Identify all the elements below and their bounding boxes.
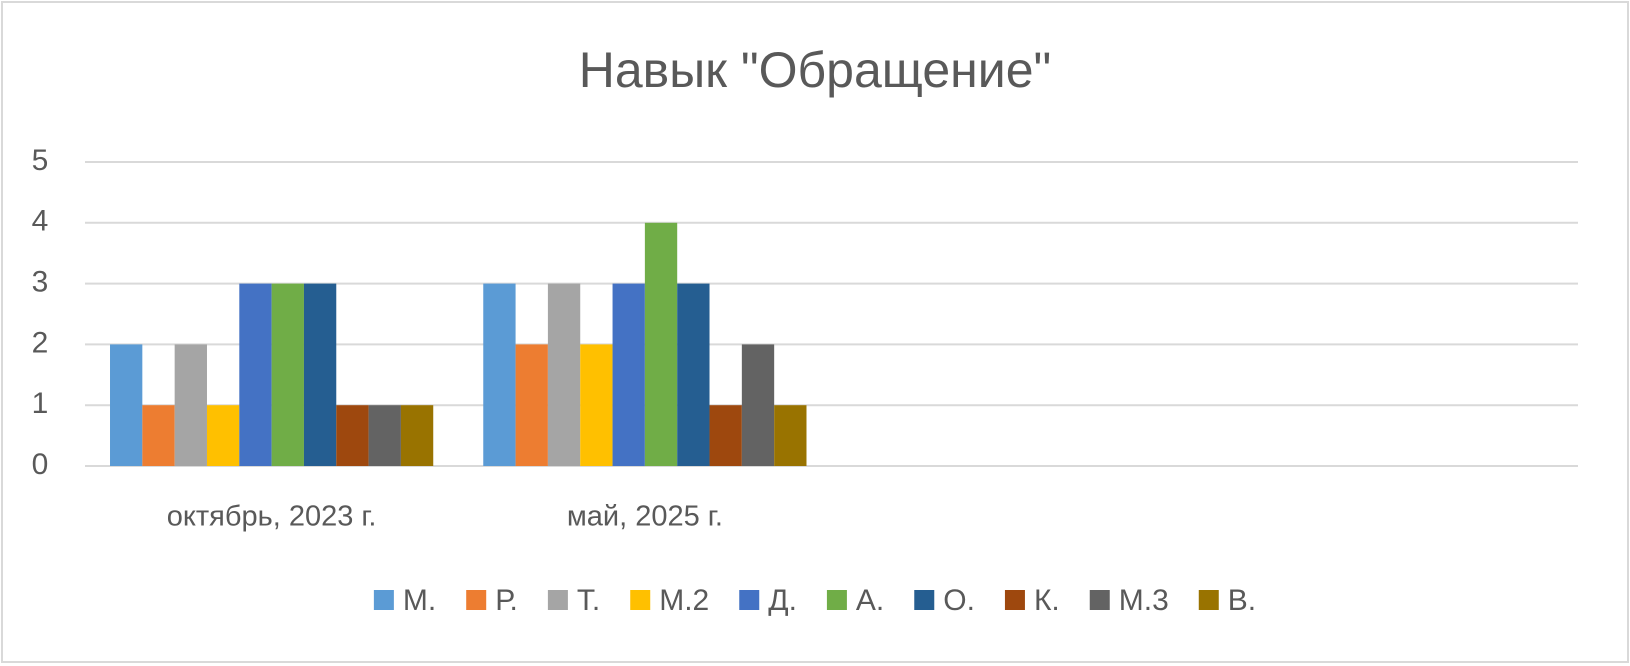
legend-swatch [547, 590, 568, 610]
legend-label: Т. [577, 584, 600, 617]
bar [400, 405, 434, 466]
bar [368, 405, 401, 466]
legend-label: К. [1034, 584, 1060, 617]
legend-swatch [739, 590, 760, 610]
legend-swatch [826, 590, 847, 610]
legend-label: Д. [768, 584, 797, 617]
y-tick-label: 3 [32, 266, 49, 299]
bar [515, 344, 548, 466]
legend-swatch [1004, 590, 1025, 610]
x-tick-label: октябрь, 2023 г. [167, 501, 377, 533]
bar [142, 405, 175, 466]
bar [206, 405, 240, 466]
bar [709, 405, 742, 466]
bar [336, 405, 369, 466]
bar [271, 283, 304, 466]
legend-swatch [914, 590, 935, 610]
legend-swatch [1198, 590, 1219, 610]
legend-swatch [1089, 590, 1110, 610]
bar [741, 344, 775, 466]
y-tick-label: 4 [32, 205, 49, 238]
legend-label: Р. [495, 584, 518, 617]
bar [644, 222, 678, 466]
bar [174, 344, 207, 466]
legend-label: А. [856, 584, 884, 617]
legend-label: М. [403, 584, 436, 617]
y-tick-label: 1 [32, 387, 49, 420]
bar [547, 283, 581, 466]
legend-label: М.3 [1119, 584, 1169, 617]
legend-label: О. [943, 584, 975, 617]
bar [239, 283, 272, 466]
y-tick-label: 2 [32, 326, 49, 359]
bar [110, 344, 143, 466]
legend-swatch [373, 590, 394, 610]
legend-label: В. [1228, 584, 1256, 617]
x-tick-label: май, 2025 г. [567, 501, 723, 533]
legend-label: М.2 [659, 584, 709, 617]
bar [483, 283, 516, 466]
y-tick-label: 0 [32, 448, 49, 481]
legend-swatch [630, 590, 651, 610]
legend: М. Р. Т. М.2 Д. А. О. К. М.3 В. [373, 584, 1256, 617]
bar [303, 283, 337, 466]
plot-area: 0 1 2 3 4 5 октябрь, 2023 г. май, 2025 г. [32, 144, 1578, 533]
y-tick-label: 5 [32, 144, 49, 177]
chart-title: Навык "Обращение" [579, 42, 1052, 98]
bar [580, 344, 613, 466]
bar [774, 405, 807, 466]
legend-swatch [466, 590, 487, 610]
bar [612, 283, 645, 466]
bar [677, 283, 710, 466]
